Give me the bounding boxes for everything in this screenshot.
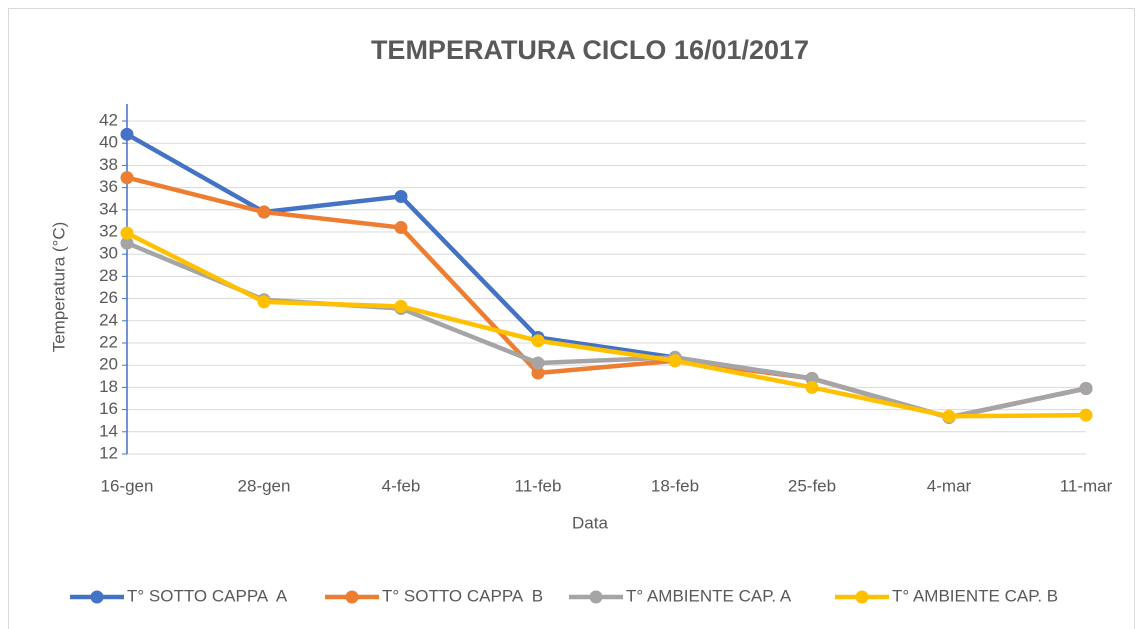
chart-border (8, 8, 1135, 629)
data-point (120, 236, 134, 250)
y-tick-label: 28 (99, 266, 118, 285)
y-tick-label: 32 (99, 221, 118, 240)
data-point (257, 295, 271, 309)
y-tick-label: 12 (99, 443, 118, 462)
series-line (125, 231, 1087, 419)
chart-title: TEMPERATURA CICLO 16/01/2017 (371, 35, 809, 65)
y-tick-label: 20 (99, 355, 118, 374)
data-point (531, 366, 545, 380)
legend-marker (90, 590, 104, 604)
data-point (257, 205, 271, 219)
legend-label: T° SOTTO CAPPA B (382, 586, 543, 605)
data-point (120, 171, 134, 185)
x-tick-label: 25-feb (788, 476, 836, 495)
x-tick-label: 28-gen (238, 476, 291, 495)
legend-marker (855, 590, 869, 604)
y-tick-label: 42 (99, 110, 118, 129)
x-axis-label: Data (572, 513, 608, 532)
data-point (1079, 408, 1093, 422)
y-tick-label: 16 (99, 399, 118, 418)
y-tick-label: 40 (99, 133, 118, 152)
x-tick-label: 11-feb (515, 476, 562, 495)
data-point (120, 127, 134, 141)
x-tick-label: 11-mar (1060, 476, 1113, 495)
y-tick-label: 18 (99, 377, 118, 396)
data-point (805, 372, 819, 386)
y-tick-label: 36 (99, 177, 118, 196)
legend-marker (589, 590, 603, 604)
data-point (531, 334, 545, 348)
legend-marker (345, 590, 359, 604)
y-axis-label: Temperatura (°C) (49, 222, 68, 353)
y-tick-label: 26 (99, 288, 118, 307)
y-tick-label: 24 (99, 310, 118, 329)
legend-label: T° AMBIENTE CAP. A (626, 586, 792, 605)
data-point (120, 226, 134, 240)
data-point (394, 221, 408, 235)
y-tick-label: 14 (99, 421, 118, 440)
data-point (1079, 382, 1093, 396)
x-tick-label: 4-feb (382, 476, 421, 495)
x-tick-label: 16-gen (101, 476, 154, 495)
x-tick-label: 4-mar (927, 476, 972, 495)
y-tick-label: 38 (99, 155, 118, 174)
y-tick-label: 30 (99, 244, 118, 263)
y-tick-label: 34 (99, 199, 118, 218)
data-point (394, 189, 408, 203)
legend-label: T° AMBIENTE CAP. B (892, 586, 1058, 605)
data-point (805, 380, 819, 394)
x-tick-label: 18-feb (651, 476, 699, 495)
data-point (942, 409, 956, 423)
y-tick-label: 22 (99, 332, 118, 351)
data-point (668, 354, 682, 368)
legend-label: T° SOTTO CAPPA A (127, 586, 288, 605)
data-point (394, 299, 408, 313)
data-point (531, 356, 545, 370)
